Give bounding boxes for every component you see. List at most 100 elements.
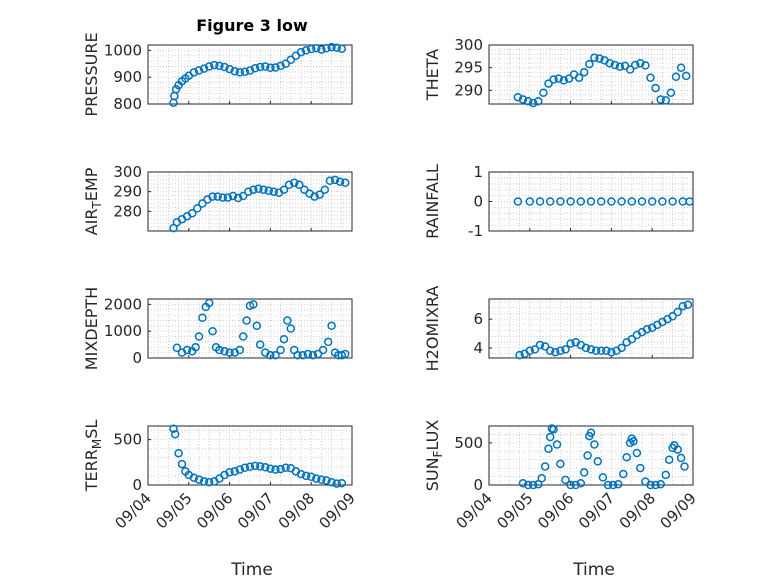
data-point: [228, 191, 238, 201]
data-point: [545, 197, 555, 206]
data-point: [330, 175, 340, 185]
data-point: [308, 351, 318, 360]
x-tick-label: 09/06: [534, 489, 577, 532]
x-tick-label: 09/04: [112, 489, 155, 532]
y-tick-label: 295: [454, 59, 483, 77]
data-point: [632, 448, 642, 458]
data-point: [208, 192, 217, 201]
y-tick-label: 0: [473, 193, 483, 211]
data-point: [252, 321, 262, 331]
data-point: [676, 453, 686, 463]
y-axis-label: H2OMIXRA: [423, 286, 442, 372]
series-markers: [513, 53, 691, 108]
data-point: [250, 64, 260, 73]
data-point: [245, 66, 255, 75]
data-point: [235, 68, 245, 77]
data-point: [661, 96, 671, 105]
data-point: [283, 316, 292, 325]
data-point: [312, 474, 321, 483]
y-axis-label-part: THETA: [423, 49, 442, 101]
data-point: [671, 72, 681, 82]
data-point: [647, 197, 657, 206]
data-point: [284, 180, 294, 190]
data-point: [576, 197, 586, 206]
data-point: [323, 337, 333, 347]
data-point: [276, 61, 285, 71]
data-point: [276, 345, 285, 355]
data-point: [636, 463, 645, 473]
data-point: [189, 473, 199, 482]
data-point: [576, 479, 586, 488]
data-point: [539, 88, 548, 97]
x-tick-label: 09/05: [152, 489, 195, 532]
y-axis-label-part: MIXDEPTH: [82, 287, 101, 370]
data-point: [646, 480, 655, 490]
data-point: [187, 209, 197, 218]
data-point: [515, 350, 524, 360]
data-point: [337, 478, 347, 488]
data-point: [327, 321, 336, 331]
data-point: [271, 465, 280, 474]
data-point: [668, 312, 677, 321]
data-point: [281, 463, 290, 473]
grid: [488, 299, 694, 358]
y-axis-label-part: TERR: [82, 449, 101, 492]
data-point: [525, 197, 535, 206]
data-point: [332, 43, 341, 52]
data-point: [666, 88, 676, 97]
data-point: [279, 334, 289, 344]
data-point: [551, 347, 560, 357]
x-tick-label: 09/09: [657, 489, 700, 532]
axes-box: [147, 298, 353, 359]
data-point: [306, 472, 316, 482]
data-point: [261, 463, 270, 472]
data-point: [561, 475, 570, 485]
data-point: [523, 97, 533, 106]
y-axis-label-part: SUN: [423, 457, 442, 491]
data-point: [613, 479, 623, 489]
x-axis-label-left: Time: [230, 560, 273, 580]
data-point: [603, 480, 613, 490]
data-point: [191, 343, 200, 352]
subplot-h2omixra: 4 6 H2OMIXRA: [423, 286, 694, 372]
grid: [488, 171, 694, 232]
y-tick-label: 300: [454, 36, 483, 54]
data-point: [233, 193, 243, 203]
grid: [147, 298, 353, 359]
data-point: [673, 307, 682, 317]
y-tick-label: 900: [113, 68, 142, 86]
data-point: [656, 95, 665, 104]
data-point: [340, 178, 350, 188]
data-point: [658, 197, 667, 206]
data-point: [590, 53, 599, 62]
data-point: [513, 197, 523, 206]
data-point: [289, 178, 299, 188]
data-point: [269, 187, 279, 196]
data-point: [255, 462, 265, 471]
y-axis-label-part: SL: [82, 420, 101, 439]
data-point: [240, 67, 250, 77]
y-axis-label-part: H2OMIXRA: [423, 286, 442, 372]
y-tick-label: 0: [473, 476, 483, 494]
y-axis-label: RAINFALL: [423, 164, 442, 239]
data-point: [335, 177, 345, 187]
data-point: [244, 187, 253, 196]
data-point: [199, 477, 209, 486]
y-tick-label: 6: [473, 310, 483, 328]
data-point: [264, 186, 273, 195]
data-point: [245, 462, 255, 472]
data-point: [317, 45, 326, 54]
data-point: [198, 313, 207, 323]
data-point: [559, 76, 569, 85]
y-tick-label: 290: [113, 183, 142, 201]
data-point: [518, 95, 528, 104]
data-point: [271, 63, 280, 72]
data-point: [525, 346, 535, 356]
data-point: [586, 345, 596, 354]
x-axis-label-right: Time: [572, 560, 615, 580]
